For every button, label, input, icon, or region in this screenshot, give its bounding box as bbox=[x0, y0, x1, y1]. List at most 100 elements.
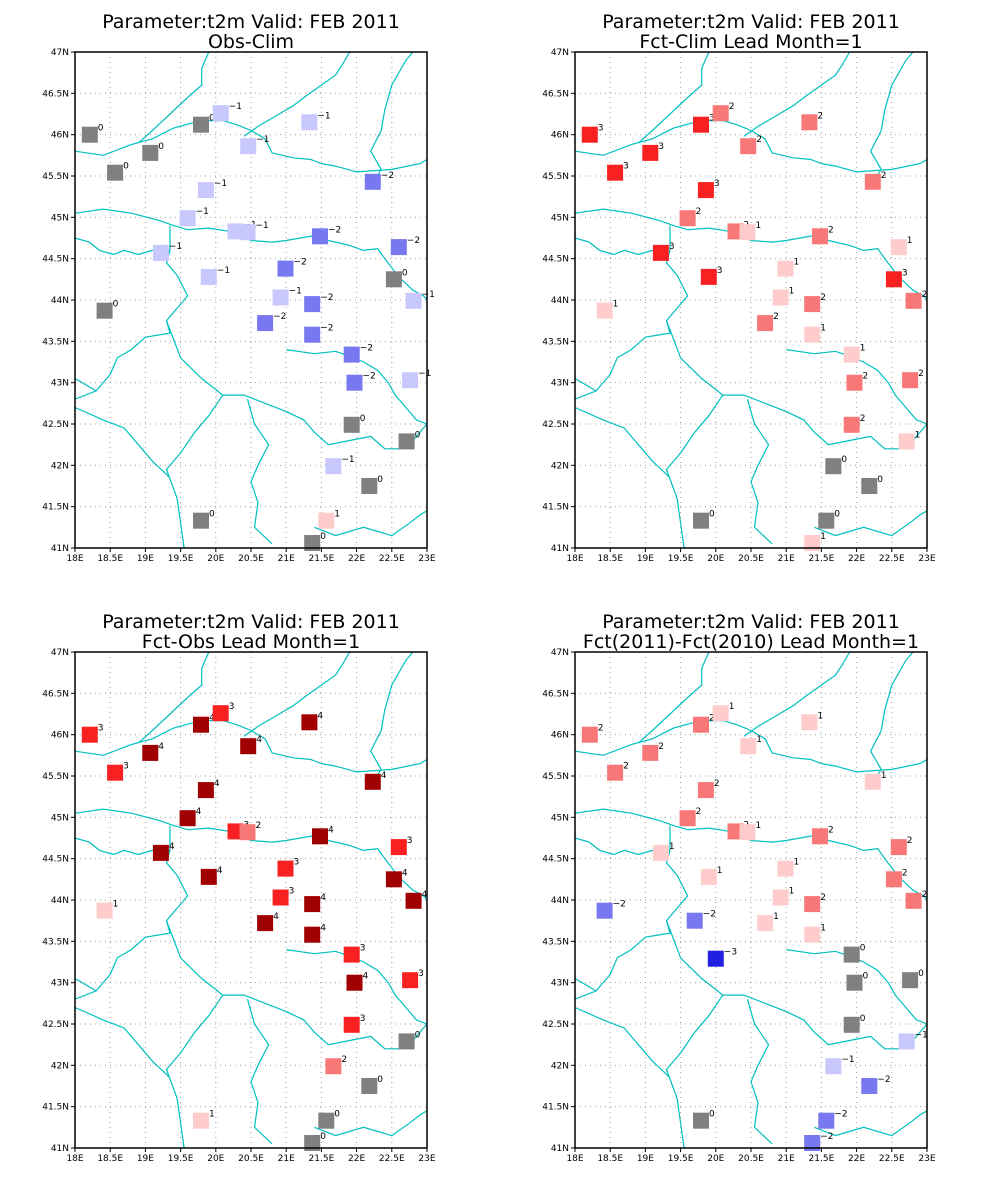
station-marker bbox=[385, 871, 402, 888]
station-marker bbox=[757, 315, 774, 332]
coastline bbox=[665, 994, 724, 1149]
station-marker bbox=[304, 535, 321, 551]
x-tick-label: 19.5E bbox=[668, 1154, 694, 1164]
station-value-label: 2 bbox=[773, 312, 779, 322]
station-value-label: −3 bbox=[724, 948, 737, 958]
coastline bbox=[314, 510, 428, 537]
y-tick-label: 44N bbox=[551, 296, 569, 306]
x-tick-label: 21E bbox=[278, 1154, 295, 1164]
station-value-label: −2 bbox=[613, 900, 626, 910]
station-value-label: 4 bbox=[256, 735, 262, 745]
station-value-label: −2 bbox=[320, 324, 333, 334]
station-marker bbox=[772, 289, 789, 306]
coastline bbox=[870, 51, 914, 181]
y-tick-label: 42N bbox=[51, 461, 69, 471]
station-marker bbox=[818, 512, 835, 529]
station-marker bbox=[712, 705, 729, 722]
panel-title-line1: Parameter:t2m Valid: FEB 2011 bbox=[602, 611, 900, 633]
station-value-label: 1 bbox=[209, 1110, 215, 1120]
coastline bbox=[286, 349, 428, 425]
x-tick-label: 20E bbox=[707, 554, 724, 564]
x-tick-label: 18.5E bbox=[597, 1154, 623, 1164]
station-value-label: 0 bbox=[123, 162, 129, 172]
coastline bbox=[286, 949, 428, 1025]
y-tick-label: 45N bbox=[551, 813, 569, 823]
station-marker bbox=[757, 915, 774, 932]
x-tick-label: 21.5E bbox=[309, 554, 335, 564]
station-marker bbox=[364, 773, 381, 790]
panel-title-line1: Parameter:t2m Valid: FEB 2011 bbox=[102, 11, 400, 33]
y-tick-label: 41N bbox=[51, 1144, 69, 1154]
x-tick-label: 18E bbox=[566, 1154, 583, 1164]
station-marker bbox=[304, 326, 321, 343]
coastline bbox=[74, 377, 97, 392]
station-marker bbox=[804, 296, 821, 313]
x-tick-label: 22E bbox=[348, 1154, 365, 1164]
station-value-label: 2 bbox=[729, 102, 735, 112]
station-value-label: 4 bbox=[217, 866, 223, 876]
x-tick-label: 22.5E bbox=[379, 1154, 405, 1164]
station-marker bbox=[277, 260, 294, 277]
station-value-label: 0 bbox=[863, 972, 869, 982]
station-value-label: 0 bbox=[834, 510, 840, 520]
station-marker bbox=[240, 138, 257, 155]
coastline bbox=[74, 406, 171, 479]
station-marker bbox=[304, 296, 321, 313]
station-marker bbox=[846, 374, 863, 391]
station-marker bbox=[905, 892, 922, 909]
coastline bbox=[574, 120, 928, 173]
station-value-label: −1 bbox=[229, 102, 242, 112]
coastline bbox=[574, 208, 928, 301]
station-value-label: 1 bbox=[820, 924, 826, 934]
station-marker bbox=[301, 114, 318, 131]
coastline bbox=[746, 399, 773, 545]
y-tick-label: 45N bbox=[551, 213, 569, 223]
y-tick-label: 46N bbox=[51, 131, 69, 141]
station-value-label: 2 bbox=[817, 111, 823, 121]
station-value-label: 0 bbox=[918, 969, 924, 979]
x-tick-label: 18E bbox=[566, 554, 583, 564]
x-tick-label: 22.5E bbox=[879, 1154, 905, 1164]
station-value-label: −2 bbox=[320, 293, 333, 303]
coastline bbox=[574, 406, 671, 479]
coastline bbox=[243, 51, 351, 137]
x-tick-label: 21.5E bbox=[309, 1154, 335, 1164]
station-value-label: 3 bbox=[123, 762, 129, 772]
station-value-label: 3 bbox=[902, 268, 908, 278]
coastline bbox=[74, 977, 97, 992]
station-value-label: 3 bbox=[294, 858, 300, 868]
station-marker bbox=[142, 744, 159, 761]
station-value-label: 1 bbox=[915, 430, 921, 440]
station-marker bbox=[239, 824, 256, 841]
x-tick-label: 22E bbox=[848, 554, 865, 564]
coastline bbox=[814, 1110, 928, 1137]
station-value-label: 3 bbox=[289, 887, 295, 897]
coastline bbox=[638, 651, 710, 744]
station-value-label: 3 bbox=[418, 969, 424, 979]
y-tick-label: 46.5N bbox=[42, 689, 69, 699]
station-value-label: 3 bbox=[623, 162, 629, 172]
y-tick-label: 44.5N bbox=[42, 255, 69, 265]
x-tick-label: 18.5E bbox=[97, 554, 123, 564]
station-value-label: −1 bbox=[341, 455, 354, 465]
y-tick-label: 42N bbox=[551, 1061, 569, 1071]
coastline bbox=[574, 808, 928, 901]
panel-title-line1: Parameter:t2m Valid: FEB 2011 bbox=[602, 11, 900, 33]
y-tick-label: 46N bbox=[551, 731, 569, 741]
coastline bbox=[574, 720, 928, 773]
station-marker bbox=[843, 416, 860, 433]
x-tick-label: 19.5E bbox=[668, 554, 694, 564]
station-value-label: 0 bbox=[113, 300, 119, 310]
station-marker bbox=[642, 744, 659, 761]
map-panel-obs-clim: Parameter:t2m Valid: FEB 2011 Obs-Clim 0… bbox=[42, 11, 436, 564]
station-value-label: 1 bbox=[881, 771, 887, 781]
y-tick-label: 47N bbox=[551, 48, 569, 58]
station-marker bbox=[325, 458, 342, 475]
y-tick-label: 44N bbox=[51, 896, 69, 906]
station-value-label: 0 bbox=[402, 268, 408, 278]
station-value-label: 0 bbox=[860, 944, 866, 954]
station-value-label: 0 bbox=[415, 1030, 421, 1040]
station-marker bbox=[693, 716, 709, 733]
station-marker bbox=[179, 810, 196, 827]
